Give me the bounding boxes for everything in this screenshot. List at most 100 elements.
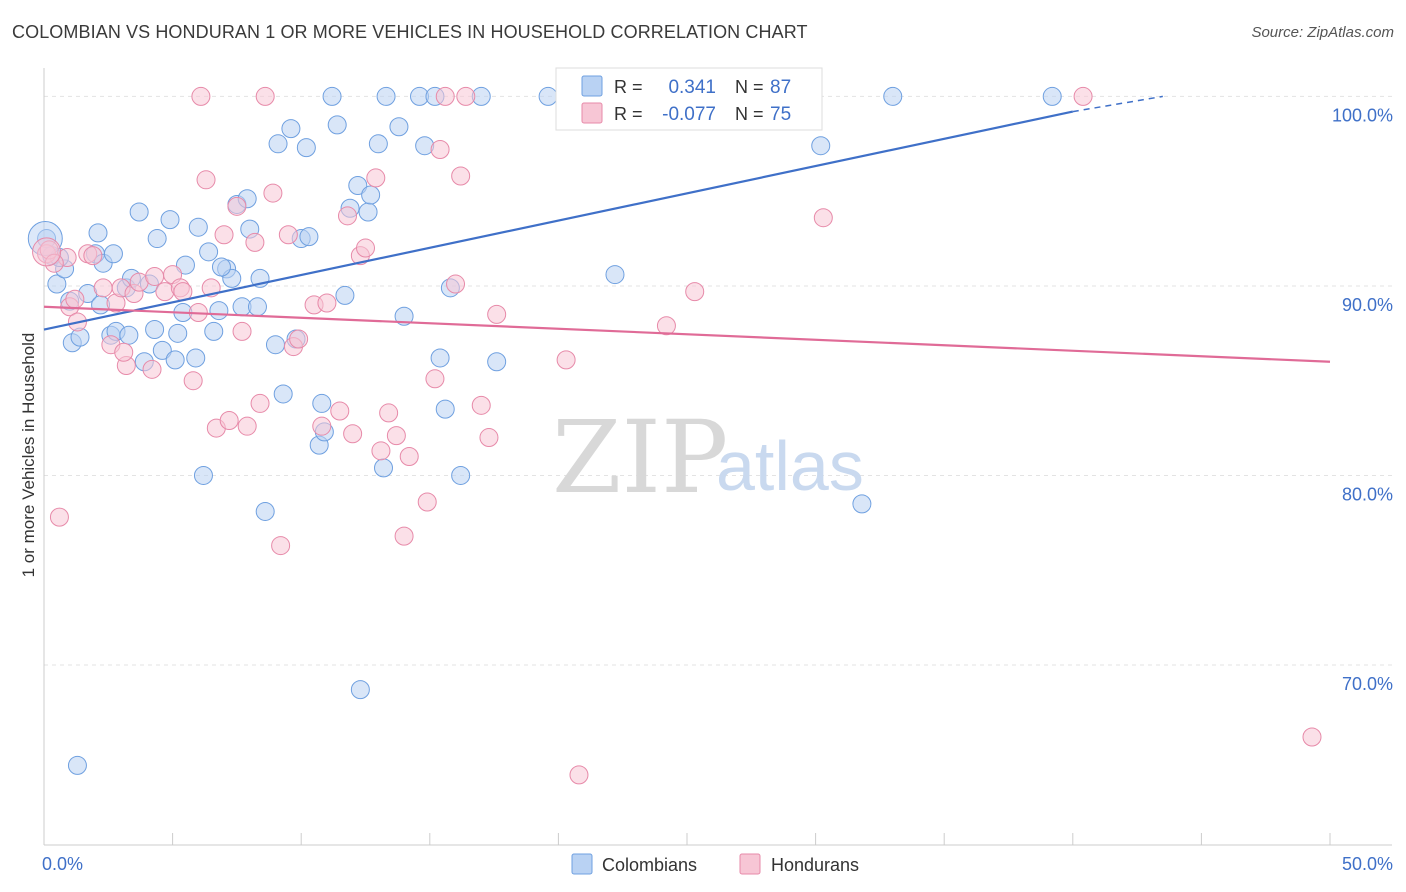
data-point <box>278 225 298 245</box>
legend-label-hondurans: Hondurans <box>771 855 859 875</box>
data-point <box>1042 86 1062 106</box>
legend-r-value: 0.341 <box>668 77 716 98</box>
watermark-zip: ZIP <box>552 399 728 516</box>
data-point <box>191 86 211 106</box>
data-point <box>312 393 332 413</box>
data-point <box>883 86 903 106</box>
data-point <box>479 428 499 448</box>
data-point <box>299 227 319 247</box>
data-point <box>322 86 342 106</box>
data-point <box>417 492 437 512</box>
data-point <box>811 136 831 156</box>
series-colombians <box>27 86 1062 775</box>
data-point <box>343 424 363 444</box>
legend-n-label: N = <box>735 104 764 124</box>
y-tick-label: 70.0% <box>1342 674 1393 694</box>
data-point <box>451 166 471 186</box>
data-point <box>394 526 414 546</box>
data-point <box>435 86 455 106</box>
data-point <box>361 185 381 205</box>
data-point <box>193 465 213 485</box>
data-point <box>605 265 625 285</box>
data-point <box>451 465 471 485</box>
legend-swatch-colombians <box>581 75 603 97</box>
data-point <box>119 325 139 345</box>
grid-lines <box>44 95 1392 666</box>
data-point <box>430 139 450 159</box>
y-axis-title: 1 or more Vehicles in Household <box>19 333 38 578</box>
data-point <box>204 321 224 341</box>
data-point <box>471 395 491 415</box>
data-point <box>366 168 386 188</box>
legend-swatch-hondurans <box>739 853 761 875</box>
y-tick-label: 90.0% <box>1342 295 1393 315</box>
data-point <box>487 304 507 324</box>
x-tick-label: 50.0% <box>1342 854 1393 874</box>
data-point <box>335 285 355 305</box>
data-point <box>538 86 558 106</box>
data-point <box>337 206 357 226</box>
watermark-atlas: atlas <box>716 427 864 505</box>
data-point <box>129 202 149 222</box>
data-point <box>456 86 476 106</box>
y-tick-labels: 100.0% 90.0% 80.0% 70.0% <box>1332 105 1393 694</box>
axes <box>43 68 1392 846</box>
data-point <box>183 371 203 391</box>
watermark: ZIP atlas <box>552 399 864 516</box>
data-point <box>327 115 347 135</box>
legend-n-value: 87 <box>770 77 791 98</box>
y-tick-label: 100.0% <box>1332 105 1393 125</box>
legend-n-label: N = <box>735 77 764 97</box>
trend-lines <box>43 95 1331 363</box>
data-point <box>556 350 576 370</box>
source-credit: Source: ZipAtlas.com <box>1251 24 1394 41</box>
data-point <box>487 352 507 372</box>
legend-swatch-colombians <box>571 853 593 875</box>
data-point <box>379 403 399 423</box>
legend-r-label: R = <box>614 77 643 97</box>
correlation-legend: R = 0.341 N = 87 R = -0.077 N = 75 <box>555 67 823 131</box>
trend-line <box>43 305 1331 363</box>
data-point <box>394 306 414 326</box>
data-point <box>389 117 409 137</box>
data-point <box>685 282 705 302</box>
trend-line-extension <box>1072 95 1163 113</box>
data-point <box>103 244 123 264</box>
data-point <box>852 494 872 514</box>
data-point <box>1073 86 1093 106</box>
legend-swatch-hondurans <box>581 102 603 124</box>
data-point <box>168 323 188 343</box>
data-point <box>813 208 833 228</box>
data-point <box>165 350 185 370</box>
data-point <box>268 134 288 154</box>
chart-title: COLOMBIAN VS HONDURAN 1 OR MORE VEHICLES… <box>12 22 808 42</box>
data-point <box>371 441 391 461</box>
data-point <box>93 278 113 298</box>
data-point <box>1302 727 1322 747</box>
data-point <box>147 229 167 249</box>
data-point <box>358 202 378 222</box>
data-point <box>65 289 85 309</box>
data-point <box>160 210 180 230</box>
data-point <box>245 232 265 252</box>
x-tick-label: 0.0% <box>42 854 83 874</box>
data-point <box>348 175 368 195</box>
data-point <box>271 536 291 556</box>
data-point <box>250 393 270 413</box>
data-point-large <box>32 237 62 267</box>
data-point <box>263 183 283 203</box>
data-point <box>175 255 195 275</box>
data-point <box>399 447 419 466</box>
legend-label-colombians: Colombians <box>602 855 697 875</box>
data-point <box>67 755 87 775</box>
data-point <box>569 765 589 785</box>
data-point <box>209 301 229 321</box>
data-point <box>49 507 69 527</box>
data-point <box>199 242 219 262</box>
data-point <box>330 401 350 421</box>
data-point <box>368 134 388 154</box>
data-point <box>47 274 67 294</box>
data-point <box>142 359 162 379</box>
legend-r-label: R = <box>614 104 643 124</box>
